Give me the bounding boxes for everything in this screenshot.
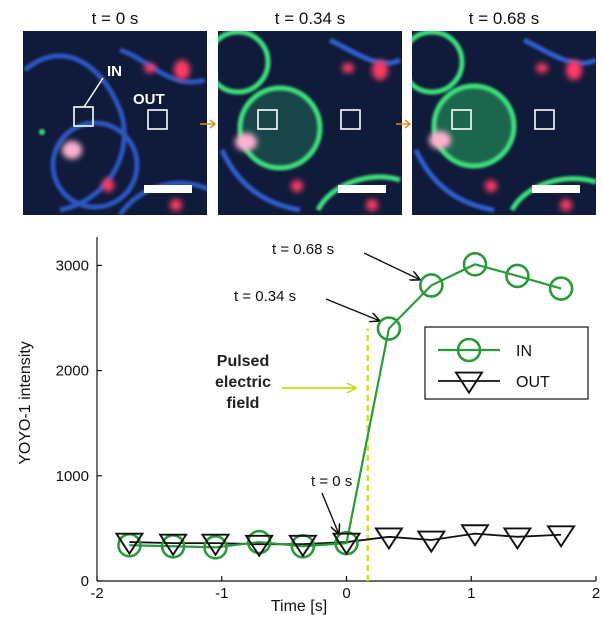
- annotation-arrow: [325, 298, 379, 321]
- roi-in-box-2: [257, 109, 278, 130]
- y-tick-label: 0: [81, 573, 89, 590]
- pulse-label-line: field: [227, 395, 260, 412]
- micrograph-panel-1: [23, 31, 207, 215]
- series-in-point: [505, 263, 530, 289]
- chart-annotations: t = 0 s t = 0.34 s t = 0.68 s: [234, 241, 419, 533]
- pulse-label-line: electric: [215, 374, 271, 391]
- roi-out-box-2: [340, 109, 361, 130]
- x-tick-label: 1: [467, 585, 475, 602]
- roi-in-box-3: [451, 109, 472, 130]
- panel-2-time-label: t = 0.34 s: [275, 9, 345, 28]
- legend-in-marker: [456, 337, 482, 363]
- roi-out-label: OUT: [133, 91, 165, 108]
- micrograph-panels: t = 0 s t = 0.34 s t = 0.68 s IN: [23, 9, 596, 215]
- annotation-arrow: [363, 252, 419, 279]
- series-out-point: [460, 524, 490, 548]
- series-out-point: [200, 533, 231, 557]
- series-out-point: [114, 532, 145, 556]
- roi-in-box: [73, 106, 94, 127]
- roi-in-leader: [83, 77, 104, 108]
- x-tick-label: 0: [342, 585, 350, 602]
- x-axis-label: Time [s]: [271, 598, 327, 615]
- legend-box: [424, 326, 589, 400]
- panel-3-time-label: t = 0.68 s: [469, 9, 539, 28]
- x-tick-label: -2: [90, 585, 103, 602]
- y-tick-label: 2000: [56, 363, 89, 380]
- scale-bar-1: [144, 185, 192, 193]
- series-out-point: [546, 525, 576, 549]
- y-tick-label: 1000: [56, 468, 89, 485]
- roi-out-box-3: [534, 109, 555, 130]
- micrograph-panel-2: [218, 31, 402, 215]
- annotation-label: t = 0.68 s: [272, 241, 334, 258]
- annotation-arrow: [321, 492, 339, 533]
- x-tick-label: 2: [592, 585, 600, 602]
- scale-bar-2: [338, 185, 386, 193]
- series-in-point: [548, 276, 574, 301]
- series-in-line: [129, 263, 562, 549]
- series-out-point: [331, 532, 362, 556]
- series-out-point: [374, 527, 404, 551]
- legend-out-label: OUT: [516, 374, 550, 391]
- series-in-point: [376, 316, 402, 341]
- annotation-label: t = 0 s: [311, 473, 352, 490]
- series-out-point: [244, 534, 274, 558]
- intensity-chart: -2 -1 0 1 2 0 1000 2000 3000 Pulsed electric field…: [17, 237, 600, 615]
- series-in-point: [462, 252, 488, 277]
- chart-legend: IN OUT: [424, 326, 589, 400]
- series-in-point: [246, 529, 272, 555]
- legend-in-label: IN: [516, 343, 532, 360]
- y-axis-label: YOYO-1 intensity: [17, 341, 34, 465]
- roi-in-label: IN: [107, 63, 122, 80]
- pulse-label-line: Pulsed: [217, 353, 269, 370]
- roi-out-box: [147, 109, 168, 130]
- chart-series: [114, 252, 576, 560]
- annotation-label: t = 0.34 s: [234, 288, 296, 305]
- panel-1-time-label: t = 0 s: [92, 9, 139, 28]
- series-out-point: [288, 534, 318, 558]
- series-out-point: [158, 533, 188, 557]
- micrograph-panel-3: [412, 31, 596, 215]
- y-tick-label: 3000: [56, 257, 89, 274]
- series-in-point: [203, 535, 228, 560]
- series-out-point: [502, 527, 533, 551]
- series-in-point: [419, 273, 444, 298]
- chart-axes: -2 -1 0 1 2 0 1000 2000 3000: [56, 237, 600, 602]
- legend-out-marker: [454, 371, 484, 395]
- series-out-point: [416, 530, 447, 554]
- x-tick-label: -1: [215, 585, 228, 602]
- scale-bar-3: [532, 185, 580, 193]
